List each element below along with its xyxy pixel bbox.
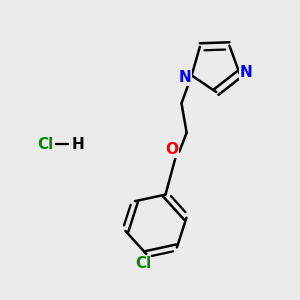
Text: O: O [165,142,178,157]
Text: N: N [179,70,191,85]
Text: Cl: Cl [135,256,151,272]
Text: H: H [71,136,84,152]
Text: N: N [240,65,253,80]
Text: Cl: Cl [37,136,53,152]
